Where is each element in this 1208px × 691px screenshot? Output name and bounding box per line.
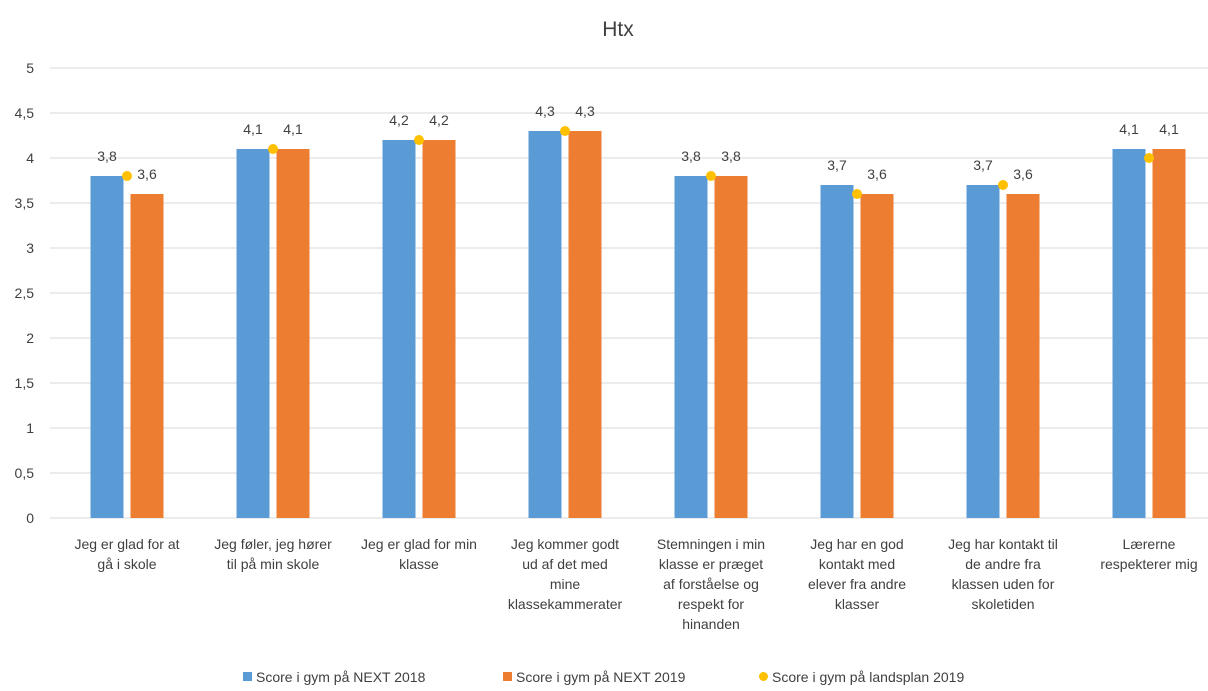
data-label: 3,6 <box>1013 166 1033 182</box>
marker-landsplan <box>706 171 716 181</box>
bar-2018 <box>528 131 562 518</box>
bar-2018 <box>966 185 1000 518</box>
legend-swatch <box>243 672 252 681</box>
data-label: 3,8 <box>721 148 741 164</box>
data-label: 3,6 <box>867 166 887 182</box>
marker-landsplan <box>414 135 424 145</box>
y-tick-label: 3,5 <box>15 195 35 211</box>
y-tick-label: 0 <box>26 510 34 526</box>
legend-label: Score i gym på landsplan 2019 <box>772 669 964 685</box>
legend-swatch <box>503 672 512 681</box>
marker-landsplan <box>268 144 278 154</box>
y-tick-label: 4 <box>26 150 34 166</box>
data-labels: 3,8 3,6 4,1 4,1 4,2 4,2 4,3 4,3 3,8 3,8 3,7 3,6 3,7 3… <box>97 103 1179 182</box>
data-label: 4,2 <box>389 112 409 128</box>
bar-2019 <box>860 194 894 518</box>
y-axis-ticks: 0 0,5 1 1,5 2 2,5 3 3,5 4 4,5 5 <box>15 60 35 526</box>
bar-2018 <box>1112 149 1146 518</box>
marker-landsplan <box>1144 153 1154 163</box>
bar-2018 <box>382 140 416 518</box>
bar-2018 <box>236 149 270 518</box>
bar-2019 <box>1152 149 1186 518</box>
marker-landsplan <box>852 189 862 199</box>
bar-2018 <box>90 176 124 518</box>
y-tick-label: 3 <box>26 240 34 256</box>
bar-2018 <box>674 176 708 518</box>
data-label: 4,3 <box>535 103 555 119</box>
marker-landsplan <box>560 126 570 136</box>
x-category-label: Jeg føler, jeg hører til på min skole <box>214 536 332 572</box>
legend-swatch <box>759 672 768 681</box>
bar-2019 <box>276 149 310 518</box>
data-label: 4,2 <box>429 112 449 128</box>
markers <box>122 126 1154 199</box>
data-label: 4,1 <box>1159 121 1179 137</box>
data-label: 3,6 <box>137 166 157 182</box>
marker-landsplan <box>998 180 1008 190</box>
y-tick-label: 0,5 <box>15 465 35 481</box>
bars <box>90 131 1186 518</box>
data-label: 3,8 <box>97 148 117 164</box>
chart-title: Htx <box>602 18 634 41</box>
bar-2019 <box>568 131 602 518</box>
x-category-label: Jeg har en god kontakt med elever fra andr… <box>808 536 906 612</box>
x-category-label: Jeg er glad for min klasse <box>361 536 477 572</box>
x-category-label: Lærerne respekterer mig <box>1100 536 1197 572</box>
data-label: 3,8 <box>681 148 701 164</box>
y-tick-label: 2,5 <box>15 285 35 301</box>
x-category-label: Jeg kommer godt ud af det med mine klasseka… <box>508 536 623 612</box>
bar-2018 <box>820 185 854 518</box>
y-tick-label: 4,5 <box>15 105 35 121</box>
data-label: 3,7 <box>973 157 993 173</box>
x-category-label: Jeg er glad for at gå i skole <box>74 536 179 572</box>
bar-2019 <box>130 194 164 518</box>
marker-landsplan <box>122 171 132 181</box>
bar-2019 <box>1006 194 1040 518</box>
y-tick-label: 5 <box>26 60 34 76</box>
data-label: 4,1 <box>243 121 263 137</box>
legend-label: Score i gym på NEXT 2019 <box>516 669 686 685</box>
x-category-label: Stemningen i min klasse er præget af forst… <box>657 536 765 632</box>
y-tick-label: 2 <box>26 330 34 346</box>
data-label: 3,7 <box>827 157 847 173</box>
data-label: 4,1 <box>283 121 303 137</box>
x-axis-categories: Jeg er glad for at gå i skole Jeg føler, j… <box>74 536 1197 632</box>
data-label: 4,3 <box>575 103 595 119</box>
y-tick-label: 1 <box>26 420 34 436</box>
x-category-label: Jeg har kontakt til de andre fra klassen u… <box>948 536 1058 612</box>
y-tick-label: 1,5 <box>15 375 35 391</box>
legend: Score i gym på NEXT 2018 Score i gym på N… <box>243 669 964 685</box>
data-label: 4,1 <box>1119 121 1139 137</box>
bar-2019 <box>422 140 456 518</box>
bar-2019 <box>714 176 748 518</box>
legend-label: Score i gym på NEXT 2018 <box>256 669 426 685</box>
